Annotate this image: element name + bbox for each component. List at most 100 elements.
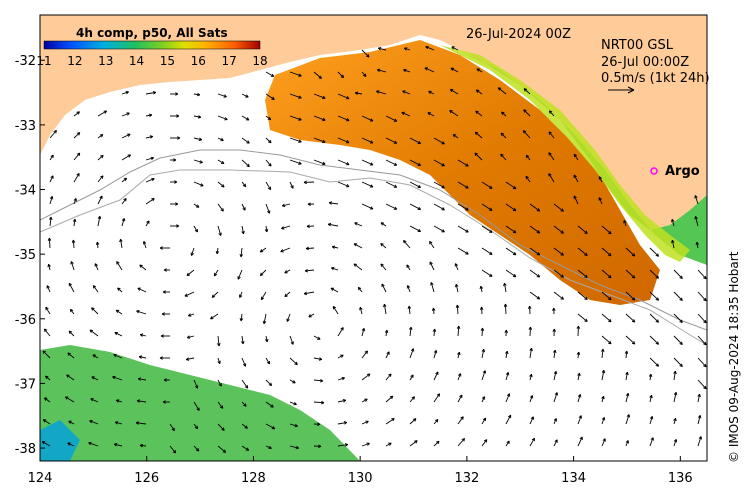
current-vector [598,197,603,205]
current-vector [193,115,201,118]
current-vector-head [393,118,398,122]
current-vector [577,225,588,234]
current-vector-head [429,261,433,265]
current-vector [41,441,51,447]
current-vector [97,134,104,139]
current-vector-head [294,361,298,366]
current-vector [281,225,291,230]
longitude-tick-label: 132 [454,471,479,486]
current-vector-head [127,154,131,158]
current-vector [114,332,123,337]
current-vector-head [242,207,246,211]
current-vector [402,90,411,95]
current-vector [48,264,51,271]
current-vector [94,263,99,271]
current-vector-head [136,399,141,403]
current-vector-head [694,195,698,199]
current-vector [97,110,107,117]
colorbar-tick-label: 11 [36,54,51,68]
current-vector [407,285,411,293]
current-vector [216,247,219,254]
current-vector-head [196,92,201,97]
current-vector [457,325,460,337]
current-vector [289,181,294,189]
current-vector [673,291,683,301]
current-vector [46,285,51,293]
current-vector-head [536,274,541,278]
current-vector [121,154,131,161]
current-vector-head [99,195,103,199]
current-vector [598,176,603,183]
current-vector [337,421,347,425]
current-vector [481,349,485,359]
current-vector [260,247,267,253]
current-vector-head [631,297,636,301]
current-vector-head [432,328,437,332]
current-vector [121,177,127,183]
current-vector [695,216,699,227]
current-vector-head [573,174,577,179]
current-vector [353,243,363,249]
current-vector [193,93,200,96]
current-vector-head [536,208,541,212]
current-vector [671,219,675,227]
current-vector [73,219,76,227]
current-vector-head [679,341,683,346]
current-vector [625,393,629,403]
current-vector-head [162,290,166,294]
current-vector-head [584,274,588,279]
current-vector [529,395,533,403]
current-vector [49,130,57,139]
current-vector [191,247,195,256]
current-vector-head [655,319,660,323]
current-vector-head [194,425,199,430]
current-vector-head [648,373,653,378]
current-vector [433,225,445,233]
current-vector-head [531,437,535,442]
current-vector [116,399,123,403]
current-vector-head [353,263,358,267]
current-vector [193,401,200,411]
current-vector-head [441,207,445,211]
current-vector [406,264,411,271]
current-vector-head [465,229,469,233]
current-vector [337,181,350,188]
current-vector [73,152,81,161]
current-vector [481,439,488,447]
current-vector-head [449,110,453,114]
current-vector [73,173,80,183]
current-vector-head [401,111,405,116]
current-vector [457,352,460,359]
current-vector-head [117,287,121,291]
current-vector-head [322,161,326,166]
current-vector-head [340,327,344,331]
current-vector-head [388,442,392,446]
current-vector-head [245,447,250,451]
current-vector [649,437,654,447]
current-vector [332,306,339,315]
current-vector [673,392,677,403]
current-vector [549,110,555,117]
current-vector-head [625,440,629,444]
current-vector-head [213,272,218,277]
current-vector-head [328,201,333,205]
current-vector [121,91,129,95]
current-vector [308,313,315,318]
current-vector [217,225,222,236]
current-vector-head [482,370,487,374]
current-vector [623,220,627,227]
argo-marker[interactable] [650,167,658,175]
current-vector [43,419,51,425]
current-vector-head [431,307,436,311]
current-vector [92,354,99,359]
current-vector [403,69,411,73]
current-vector-head [95,241,100,246]
current-vector [649,313,659,323]
current-vector [601,225,612,235]
current-vector [385,115,397,122]
current-vector [217,357,221,364]
current-vector-head [553,370,558,375]
sst-nearshore-band [460,52,707,265]
current-vector [505,181,517,190]
current-vector-head [459,394,463,399]
